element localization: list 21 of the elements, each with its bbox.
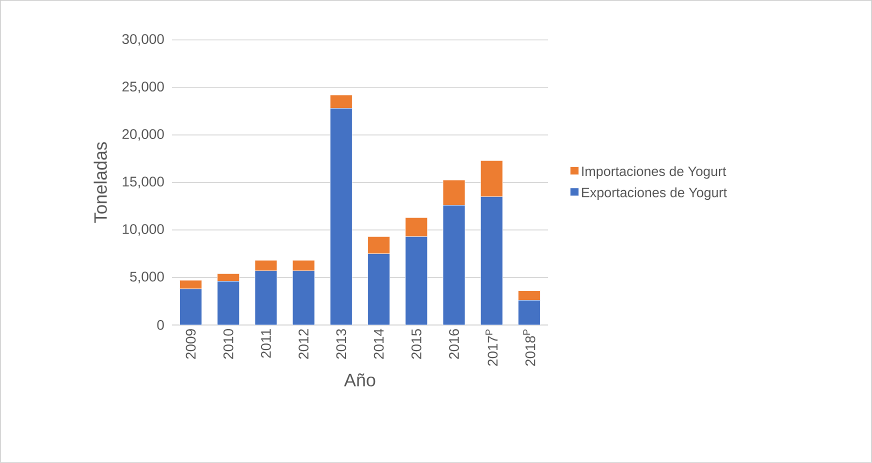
x-tick-label: 2017$^{P}$ (486, 330, 498, 366)
y-tick-label: 0 (157, 320, 164, 330)
x-tick-label: 2014 (374, 328, 384, 359)
x-tick-label: 2015 (411, 329, 422, 359)
y-tick-label: 25,000 (122, 82, 164, 94)
x-tick-label: 2011 (261, 329, 271, 358)
legend-label: Importaciones de Yogurt (582, 166, 726, 179)
legend-label: Exportaciones de Yogurt (582, 187, 727, 200)
y-axis-title: Toneladas (94, 142, 107, 223)
x-tick-label: 2010 (223, 329, 234, 359)
x-tick-label: 2016 (449, 329, 459, 359)
y-tick-label: 20,000 (122, 129, 164, 141)
x-tick-label: 2018$^{P}$ (523, 330, 536, 366)
y-tick-label: 30,000 (122, 34, 164, 46)
y-tick-label: 5,000 (130, 272, 164, 284)
x-tick-label: 2012 (298, 329, 309, 359)
x-tick-label: 2009 (186, 329, 196, 359)
x-tick-label: 2013 (336, 329, 346, 359)
y-tick-label: 10,000 (122, 224, 164, 236)
y-tick-label: 15,000 (122, 176, 164, 188)
x-axis-title: Año (344, 373, 376, 386)
